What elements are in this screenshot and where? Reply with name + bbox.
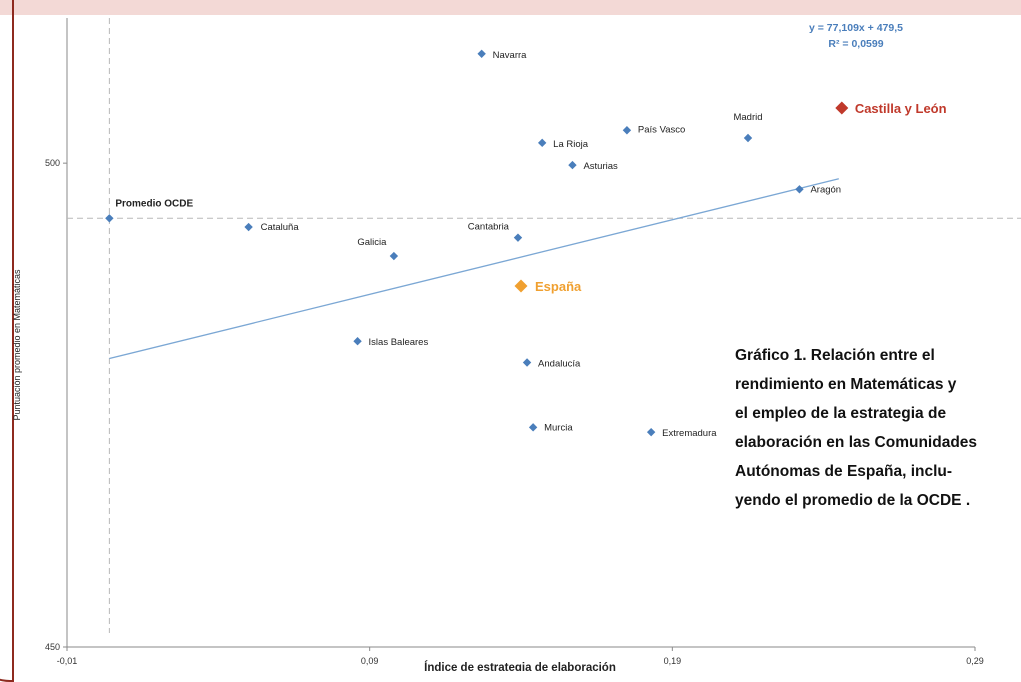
y-tick-label: 450 — [45, 642, 60, 652]
point-label-andalucia: Andalucía — [538, 358, 581, 369]
trendline-equation: y = 77,109x + 479,5 — [809, 22, 903, 34]
x-tick-label: 0,29 — [966, 656, 984, 666]
y-axis-label: Puntuación promedio en Matemáticas — [12, 269, 22, 421]
trendline — [109, 178, 839, 360]
title-line: Gráfico 1. Relación entre el — [735, 347, 935, 364]
point-murcia — [528, 423, 538, 432]
point-andalucia — [522, 358, 532, 367]
chart-title: Gráfico 1. Relación entre el rendimiento… — [735, 341, 1020, 515]
point-label-la-rioja: La Rioja — [553, 139, 589, 150]
point-label-castilla-y-leon: Castilla y León — [855, 101, 947, 116]
reference-lines — [67, 18, 1021, 633]
point-la-rioja — [537, 138, 547, 148]
x-axis-label: Índice de estrategia de elaboración — [424, 661, 616, 671]
point-label-aragon: Aragón — [810, 184, 841, 195]
point-label-navarra: Navarra — [493, 50, 528, 61]
point-asturias — [568, 160, 577, 170]
point-cataluna — [244, 222, 253, 232]
title-line: Autónomas de España, inclu- — [735, 463, 953, 480]
point-label-murcia: Murcia — [544, 422, 573, 433]
point-cantabria — [513, 233, 523, 242]
point-label-cataluna: Cataluña — [261, 222, 300, 233]
title-line: elaboración en las Comunidades — [735, 434, 978, 451]
x-tick-label: 0,09 — [361, 656, 379, 666]
title-line: el empleo de la estrategia de — [735, 405, 947, 422]
point-espana — [514, 279, 528, 293]
point-madrid — [743, 133, 753, 143]
point-pais-vasco — [622, 126, 632, 135]
point-islas-baleares — [353, 337, 362, 346]
trendline-group — [109, 178, 839, 360]
point-aragon — [795, 185, 804, 194]
top-band — [0, 0, 1021, 15]
ticks: -0,01 0,09 0,19 0,29 450 500 — [45, 158, 984, 666]
axes — [66, 18, 975, 648]
point-label-pais-vasco: País Vasco — [638, 124, 685, 135]
point-label-islas-baleares: Islas Baleares — [369, 337, 429, 348]
point-galicia — [389, 251, 399, 261]
x-tick-label: 0,19 — [664, 656, 682, 666]
point-label-promedio-ocde: Promedio OCDE — [115, 198, 193, 209]
point-label-asturias: Asturias — [583, 161, 618, 172]
point-navarra — [477, 49, 486, 59]
point-label-madrid: Madrid — [733, 112, 762, 123]
trendline-r2: R² = 0,0599 — [828, 38, 883, 50]
points: Navarra Castilla y León País Vasco Madrid La… — [105, 49, 947, 439]
title-line: yendo el promedio de la OCDE . — [735, 492, 971, 509]
point-extremadura — [646, 427, 656, 437]
title-line: rendimiento en Matemáticas y — [735, 376, 957, 393]
point-label-espana: España — [535, 279, 582, 294]
point-castilla-y-leon — [835, 101, 849, 115]
point-promedio-ocde — [105, 214, 114, 223]
point-label-extremadura: Extremadura — [662, 428, 717, 439]
point-label-galicia: Galicia — [357, 237, 387, 248]
y-tick-label: 500 — [45, 158, 60, 168]
x-tick-label: -0,01 — [57, 656, 78, 666]
point-label-cantabria: Cantabria — [468, 222, 510, 233]
